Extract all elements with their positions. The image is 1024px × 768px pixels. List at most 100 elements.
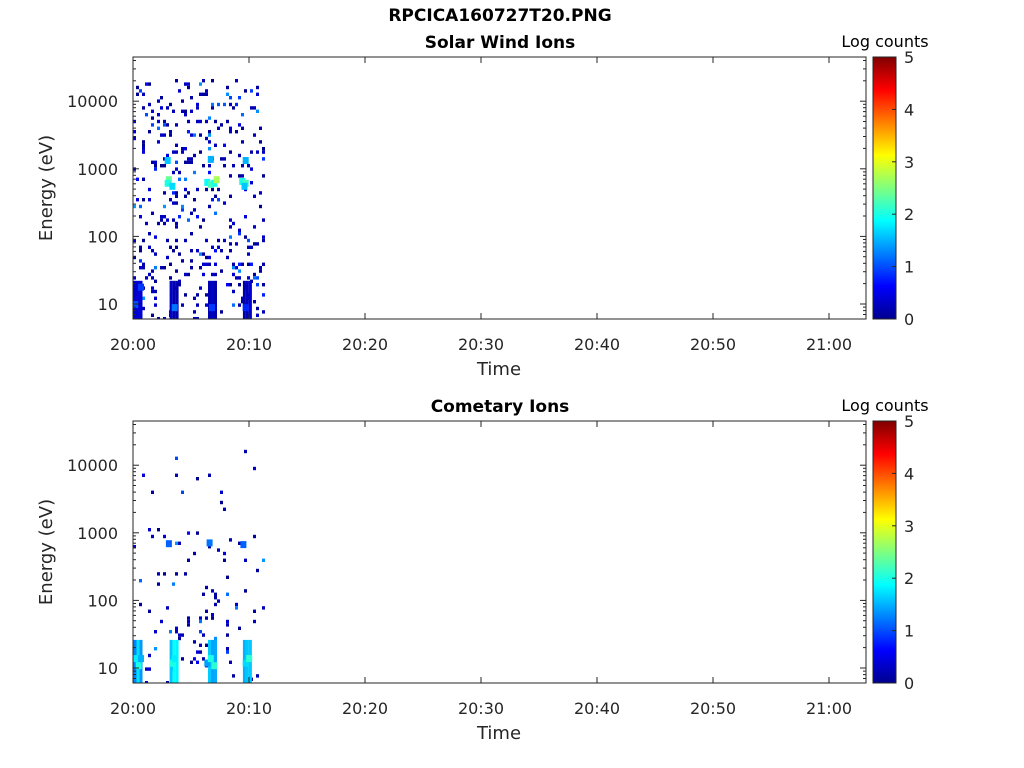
spectrogram-cell <box>133 204 136 209</box>
spectrogram-cell <box>151 276 154 280</box>
spectrogram-cell <box>241 300 244 304</box>
x-tick-label: 20:20 <box>342 335 388 354</box>
spectrogram-cell <box>217 245 220 249</box>
spectrogram-cell <box>181 208 184 212</box>
spectrogram-cell <box>160 164 163 168</box>
spectrogram-cell <box>256 283 259 287</box>
spectrogram-cell <box>229 538 232 542</box>
x-axis-label: Time <box>476 723 521 744</box>
spectrogram-cell <box>169 198 172 202</box>
spectrogram-cell <box>163 123 166 127</box>
spectrogram-cell <box>157 99 160 103</box>
spectrogram-cell <box>163 215 166 219</box>
spectrogram-cell <box>175 626 178 630</box>
spectrogram-cell <box>139 245 142 249</box>
spectrogram-cell <box>238 123 241 127</box>
spectrogram-cell <box>163 191 166 195</box>
spectrogram-cell <box>223 551 226 556</box>
spectrogram-cell <box>226 85 229 90</box>
spectrogram-cell <box>244 449 247 454</box>
spectrogram-cell <box>166 123 169 127</box>
spectrogram-cell <box>148 130 151 134</box>
spectrogram-cell <box>163 133 166 137</box>
spectrogram-cell <box>166 681 169 683</box>
spectrogram-cell <box>226 650 229 654</box>
spectrogram-cell <box>184 572 187 576</box>
spectrogram-cell <box>157 221 160 226</box>
spectrogram-cell <box>169 276 172 280</box>
spectrogram-cell <box>142 140 145 144</box>
spectrogram-cell <box>136 92 139 96</box>
spectrogram-cell <box>256 674 259 678</box>
spectrogram-cell <box>133 238 136 243</box>
spectrogram-cell <box>253 300 256 304</box>
spectrogram-cell <box>169 280 173 319</box>
spectrogram-cell <box>190 160 193 164</box>
spectrogram-cell <box>172 191 175 195</box>
spectrogram-cell <box>157 582 160 586</box>
spectrogram-cell <box>235 266 238 270</box>
spectrogram-cell <box>169 630 172 634</box>
spectrogram-cell <box>187 218 190 222</box>
spectrogram-cell <box>187 623 190 627</box>
spectrogram-cell <box>151 160 154 164</box>
spectrogram-cell <box>262 147 265 151</box>
y-tick-label: 10000 <box>67 456 118 475</box>
spectrogram-cell <box>172 582 175 586</box>
spectrogram-cell <box>226 283 229 287</box>
spectrogram-cell <box>259 269 262 273</box>
spectrogram-cell <box>196 303 199 307</box>
panel-title: Cometary Ions <box>431 397 570 417</box>
spectrogram-cell <box>172 150 175 154</box>
spectrogram-cell <box>175 238 178 243</box>
spectrogram-cell <box>196 215 199 219</box>
spectrogram-cell <box>259 191 262 195</box>
spectrogram-cell <box>193 551 196 556</box>
spectrogram-cell <box>232 266 235 270</box>
spectrogram-cell <box>202 592 205 596</box>
spectrogram-cell <box>253 106 256 110</box>
spectrogram-cell <box>142 296 145 300</box>
spectrogram-cell <box>187 558 190 562</box>
spectrogram-cell <box>208 473 211 477</box>
spectrogram-cell <box>172 109 175 113</box>
spectrogram-cell <box>235 79 238 83</box>
spectrogram-cell <box>190 96 193 100</box>
spectrogram-bin <box>240 541 247 549</box>
spectrogram-cell <box>235 242 238 246</box>
spectrogram-cell <box>226 647 229 651</box>
spectrogram-cells <box>133 449 265 683</box>
spectrogram-cell <box>199 266 202 270</box>
spectrogram-cell <box>175 167 178 171</box>
spectrogram-cell <box>160 106 163 110</box>
spectrogram-cell <box>133 255 136 260</box>
spectrogram-cell <box>223 238 226 243</box>
spectrogram-cell <box>220 123 223 127</box>
spectrogram-cell <box>220 157 223 161</box>
spectrogram-bin <box>209 304 215 312</box>
spectrogram-cell <box>247 252 250 256</box>
spectrogram-cell <box>139 602 142 607</box>
spectrogram-cell <box>199 630 202 634</box>
spectrogram-cell <box>139 204 142 209</box>
spectrogram-cell <box>151 286 154 290</box>
spectrogram-cell <box>142 306 145 311</box>
spectrogram-cell <box>199 650 202 654</box>
spectrogram-cell <box>262 310 265 314</box>
spectrogram-cell <box>151 490 154 494</box>
spectrogram-cell <box>247 164 250 168</box>
spectrogram-cell <box>178 177 181 181</box>
spectrogram-bin <box>204 659 211 667</box>
spectrogram-cell <box>145 276 148 280</box>
spectrogram-cell <box>202 92 205 96</box>
spectrogram-cell <box>148 272 151 277</box>
spectrogram-cell <box>154 235 157 239</box>
colorbar-tick-label: 3 <box>904 153 914 172</box>
x-tick-label: 21:00 <box>806 699 852 718</box>
spectrogram-cell <box>175 160 178 164</box>
spectrogram-cell <box>193 153 196 158</box>
spectrogram-cell <box>214 636 217 641</box>
spectrogram-cell <box>247 245 250 249</box>
spectrogram-cell <box>232 289 235 294</box>
colorbar-tick-label: 3 <box>904 517 914 536</box>
